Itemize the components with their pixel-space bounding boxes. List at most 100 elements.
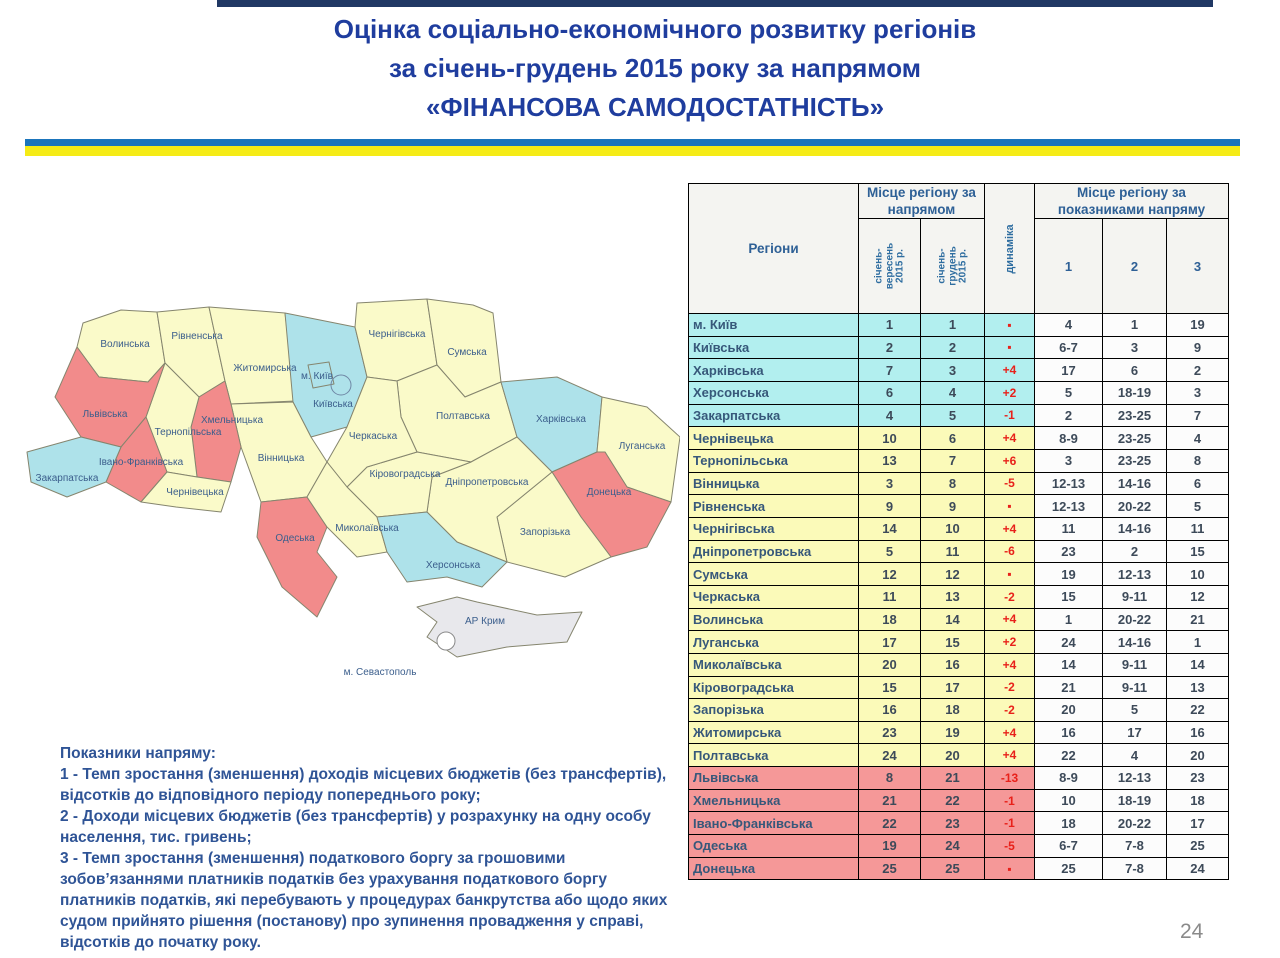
cell-p3: 13 bbox=[1166, 675, 1229, 700]
cell-p1: 6-7 bbox=[1034, 335, 1103, 360]
cell-dyn: -2 bbox=[984, 675, 1035, 700]
map-label-rivne: Рівненська bbox=[171, 331, 223, 342]
cell-p1: 8-9 bbox=[1034, 766, 1103, 790]
cell-dyn: ▪ bbox=[984, 856, 1035, 881]
cell-prev: 14 bbox=[858, 516, 921, 541]
cell-dyn: +2 bbox=[984, 380, 1035, 405]
cell-p3: 16 bbox=[1166, 720, 1229, 745]
cell-curr: 25 bbox=[920, 856, 985, 881]
cell-p1: 22 bbox=[1034, 743, 1103, 768]
map-label-volyn: Волинська bbox=[100, 339, 150, 350]
header-indicator-2: 2 bbox=[1102, 218, 1167, 314]
cell-prev: 1 bbox=[858, 313, 921, 337]
map-region-chernivtsi bbox=[140, 471, 232, 513]
cell-prev: 3 bbox=[858, 471, 921, 496]
cell-curr: 3 bbox=[920, 358, 985, 382]
cell-curr: 4 bbox=[920, 380, 985, 405]
table-row: Полтавська 24 20 +4 22 4 20 bbox=[688, 743, 1229, 768]
cell-p3: 10 bbox=[1166, 562, 1229, 586]
cell-p3: 5 bbox=[1166, 494, 1229, 518]
table-row: Вінницька 3 8 -5 12-13 14-16 6 bbox=[688, 471, 1229, 496]
cell-curr: 21 bbox=[920, 766, 985, 790]
table-row: Закарпатська 4 5 -1 2 23-25 7 bbox=[688, 403, 1229, 428]
slide-title: Оцінка соціально-економічного розвитку р… bbox=[140, 10, 1170, 127]
cell-p2: 14-16 bbox=[1102, 516, 1167, 541]
map-label-sevastopol: м. Севастополь bbox=[344, 667, 417, 678]
cell-dyn: +4 bbox=[984, 426, 1035, 450]
cell-prev: 25 bbox=[858, 856, 921, 881]
map-label-dnipro: Дніпропетровська bbox=[446, 477, 529, 488]
cell-p2: 23-25 bbox=[1102, 403, 1167, 428]
table-row: Черкаська 11 13 -2 15 9-11 12 bbox=[688, 584, 1229, 609]
map-label-chernihiv: Чернігівська bbox=[369, 329, 426, 340]
cell-region: Полтавська bbox=[688, 743, 859, 768]
title-line-2: за січень-грудень 2015 року за напрямом bbox=[389, 53, 921, 83]
cell-region: Рівненська bbox=[688, 494, 859, 518]
map-label-vinnytsia: Вінницька bbox=[258, 453, 305, 464]
map-region-chernihiv bbox=[354, 298, 438, 382]
notes-heading: Показники напряму: bbox=[60, 745, 216, 762]
cell-p2: 18-19 bbox=[1102, 380, 1167, 405]
header-jan-dec: січень- грудень 2015 р. bbox=[920, 218, 985, 314]
cell-dyn: +4 bbox=[984, 743, 1035, 768]
cell-p1: 5 bbox=[1034, 380, 1103, 405]
cell-p3: 11 bbox=[1166, 516, 1229, 541]
cell-p2: 12-13 bbox=[1102, 766, 1167, 790]
cell-p2: 12-13 bbox=[1102, 562, 1167, 586]
table-row: Кіровоградська 15 17 -2 21 9-11 13 bbox=[688, 675, 1229, 700]
map-label-mykolaiv: Миколаївська bbox=[335, 523, 399, 534]
flag-yellow-band bbox=[25, 146, 1240, 156]
map-label-zhytomyr: Житомирська bbox=[233, 363, 297, 374]
cell-region: Черкаська bbox=[688, 584, 859, 609]
map-label-kyiv: Київська bbox=[313, 399, 353, 410]
ukraine-map: Волинська Рівненська Житомирська Київська Че… bbox=[26, 298, 681, 678]
title-line-3: «ФІНАНСОВА САМОДОСТАТНІСТЬ» bbox=[425, 92, 885, 122]
cell-region: м. Київ bbox=[688, 313, 859, 337]
cell-prev: 24 bbox=[858, 743, 921, 768]
map-label-ternopil: Тернопільська bbox=[155, 427, 222, 438]
table-row: Тернопільська 13 7 +6 3 23-25 8 bbox=[688, 448, 1229, 473]
cell-region: Донецька bbox=[688, 856, 859, 881]
notes-item-3: 3 - Темп зростання (зменшення) податково… bbox=[60, 850, 668, 951]
cell-p2: 20-22 bbox=[1102, 494, 1167, 518]
cell-dyn: -1 bbox=[984, 811, 1035, 836]
cell-region: Одеська bbox=[688, 834, 859, 858]
cell-prev: 16 bbox=[858, 698, 921, 722]
cell-p3: 22 bbox=[1166, 698, 1229, 722]
notes-item-1: 1 - Темп зростання (зменшення) доходів м… bbox=[60, 766, 667, 804]
map-region-kherson bbox=[376, 511, 508, 588]
cell-p1: 15 bbox=[1034, 584, 1103, 609]
cell-p3: 17 bbox=[1166, 811, 1229, 836]
cell-region: Харківська bbox=[688, 358, 859, 382]
cell-prev: 17 bbox=[858, 630, 921, 654]
cell-curr: 23 bbox=[920, 811, 985, 836]
cell-p3: 14 bbox=[1166, 652, 1229, 677]
map-label-kharkiv: Харківська bbox=[536, 414, 586, 425]
cell-curr: 12 bbox=[920, 562, 985, 586]
cell-p2: 9-11 bbox=[1102, 652, 1167, 677]
cell-p3: 7 bbox=[1166, 403, 1229, 428]
cell-dyn: +6 bbox=[984, 448, 1035, 473]
table-row: Львівська 8 21 -13 8-9 12-13 23 bbox=[688, 766, 1229, 790]
cell-dyn: -5 bbox=[984, 834, 1035, 858]
map-region-zakarpattia bbox=[26, 436, 122, 498]
cell-p1: 2 bbox=[1034, 403, 1103, 428]
cell-p3: 2 bbox=[1166, 358, 1229, 382]
cell-curr: 19 bbox=[920, 720, 985, 745]
cell-dyn: ▪ bbox=[984, 313, 1035, 337]
cell-prev: 7 bbox=[858, 358, 921, 382]
cell-p2: 9-11 bbox=[1102, 584, 1167, 609]
cell-p1: 23 bbox=[1034, 539, 1103, 564]
cell-curr: 2 bbox=[920, 335, 985, 360]
cell-region: Запорізька bbox=[688, 698, 859, 722]
cell-dyn: -1 bbox=[984, 788, 1035, 813]
cell-prev: 4 bbox=[858, 403, 921, 428]
cell-p3: 6 bbox=[1166, 471, 1229, 496]
cell-prev: 9 bbox=[858, 494, 921, 518]
cell-p3: 25 bbox=[1166, 834, 1229, 858]
page-number: 24 bbox=[1180, 920, 1204, 943]
cell-region: Вінницька bbox=[688, 471, 859, 496]
cell-curr: 5 bbox=[920, 403, 985, 428]
cell-region: Львівська bbox=[688, 766, 859, 790]
cell-dyn: -2 bbox=[984, 698, 1035, 722]
